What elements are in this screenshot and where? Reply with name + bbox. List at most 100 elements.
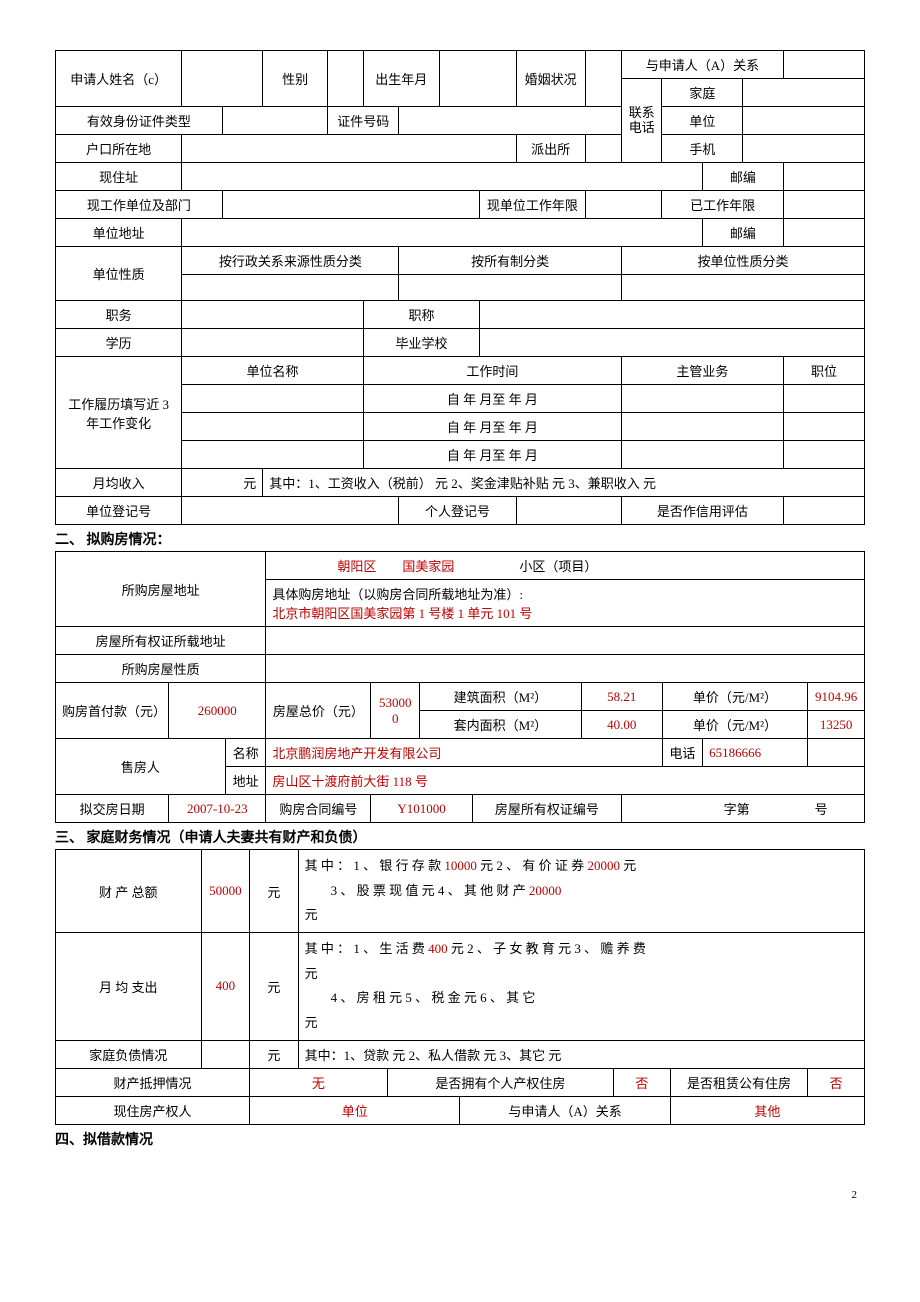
downpay-value: 260000: [169, 683, 266, 739]
resume-row1-name: [182, 385, 363, 413]
finance-table: 财 产 总额 50000 元 其 中 ： 1 、 银 行 存 款 10000 元…: [55, 849, 865, 1125]
innerarea-value: 40.00: [581, 711, 662, 739]
debt-value: [201, 1040, 250, 1068]
selleraddr-label: 地址: [225, 767, 265, 795]
contract-value: Y101000: [371, 795, 472, 823]
school-value: [480, 329, 865, 357]
relation2-label: 与申请人（A）关系: [460, 1096, 670, 1124]
home-value: [743, 79, 865, 107]
birth-value: [439, 51, 516, 107]
idtype-label: 有效身份证件类型: [56, 107, 223, 135]
edu-label: 学历: [56, 329, 182, 357]
byunit-label: 按单位性质分类: [621, 247, 864, 275]
edu-value: [182, 329, 363, 357]
income-detail: 其中：1、工资收入（税前） 元 2、奖金津贴补贴 元 3、兼职收入 元: [263, 469, 865, 497]
byunit-value: [621, 275, 864, 301]
resume-row1-biz: [621, 385, 783, 413]
house-table: 所购房屋地址 朝阳区 国美家园 小区（项目） 具体购房地址（以购房合同所载地址为…: [55, 551, 865, 823]
zip-label: 邮编: [702, 163, 783, 191]
resume-row1-pos: [783, 385, 864, 413]
resume-label: 工作履历填写近 3 年工作变化: [56, 357, 182, 469]
unit-label: 单位: [662, 107, 743, 135]
income-label: 月均收入: [56, 469, 182, 497]
gender-value: [328, 51, 364, 107]
school-label: 毕业学校: [363, 329, 480, 357]
mobile-label: 手机: [662, 135, 743, 163]
idtype-value: [222, 107, 327, 135]
name-value: [182, 51, 263, 107]
gender-label: 性别: [263, 51, 328, 107]
relation-value: [783, 51, 864, 79]
workunit-label: 现工作单位及部门: [56, 191, 223, 219]
nature-value: [266, 655, 865, 683]
ownhouse-value: 否: [614, 1068, 671, 1096]
contact-label: 联系电话: [621, 79, 661, 163]
contract-label: 购房合同编号: [266, 795, 371, 823]
relation-label: 与申请人（A）关系: [621, 51, 783, 79]
unitregno-label: 单位登记号: [56, 497, 182, 525]
workyears-label: 现单位工作年限: [480, 191, 585, 219]
zip2-value: [783, 219, 864, 247]
unitprice2-label: 单价（元/M²）: [662, 711, 808, 739]
resume-row3-time: 自 年 月至 年 月: [363, 441, 621, 469]
owncertno-value: 字第 号: [622, 795, 865, 823]
mainbiz-label: 主管业务: [621, 357, 783, 385]
selleraddr-value: 房山区十渡府前大街 118 号: [266, 767, 865, 795]
sellertel-label: 电话: [662, 739, 702, 767]
unitnature-label: 单位性质: [56, 247, 182, 301]
byown-value: [399, 275, 622, 301]
personregno-label: 个人登记号: [399, 497, 516, 525]
resume-row2-biz: [621, 413, 783, 441]
byadmin-label: 按行政关系来源性质分类: [182, 247, 399, 275]
nature-label: 所购房屋性质: [56, 655, 266, 683]
credit-label: 是否作信用评估: [621, 497, 783, 525]
pos-label: 职位: [783, 357, 864, 385]
byadmin-value: [182, 275, 399, 301]
section4-title: 四、拟借款情况: [55, 1129, 865, 1149]
page-number: 2: [55, 1189, 865, 1201]
debt-detail: 其中：1、贷款 元 2、私人借款 元 3、其它 元: [298, 1040, 864, 1068]
sellertel-value: 65186666: [703, 739, 808, 767]
title-label: 职称: [363, 301, 480, 329]
marital-value: [585, 51, 621, 107]
debt-unit: 元: [250, 1040, 299, 1068]
resume-row1-time: 自 年 月至 年 月: [363, 385, 621, 413]
ownhouse-label: 是否拥有个人产权住房: [387, 1068, 613, 1096]
totalyears-label: 已工作年限: [662, 191, 783, 219]
totalyears-value: [783, 191, 864, 219]
owncert-value: [266, 627, 865, 655]
total-value: 530000: [371, 683, 420, 739]
detail-addr: 具体购房地址（以购房合同所载地址为准）: 北京市朝阳区国美家园第 1 号楼 1 …: [266, 580, 865, 627]
expense-unit: 元: [250, 933, 299, 1041]
applicant-table: 申请人姓名（c） 性别 出生年月 婚姻状况 与申请人（A）关系 联系电话 家庭 …: [55, 50, 865, 525]
owncert-label: 房屋所有权证所载地址: [56, 627, 266, 655]
resume-row3-biz: [621, 441, 783, 469]
sellertel-blank: [808, 739, 865, 767]
mortgage-label: 财产抵押情况: [56, 1068, 250, 1096]
downpay-label: 购房首付款（元）: [56, 683, 169, 739]
expense-value: 400: [201, 933, 250, 1041]
unitaddr-value: [182, 219, 703, 247]
debt-label: 家庭负债情况: [56, 1040, 202, 1068]
zip2-label: 邮编: [702, 219, 783, 247]
hukou-value: [182, 135, 516, 163]
resume-row3-pos: [783, 441, 864, 469]
resume-row2-time: 自 年 月至 年 月: [363, 413, 621, 441]
title-value: [480, 301, 865, 329]
unitname-label: 单位名称: [182, 357, 363, 385]
home-label: 家庭: [662, 79, 743, 107]
assets-value: 50000: [201, 850, 250, 933]
byown-label: 按所有制分类: [399, 247, 622, 275]
unitprice2-value: 13250: [808, 711, 865, 739]
buildarea-label: 建筑面积（M²）: [420, 683, 582, 711]
worktime-label: 工作时间: [363, 357, 621, 385]
curowner-value: 单位: [250, 1096, 460, 1124]
section2-title: 二、 拟购房情况：: [55, 529, 865, 549]
assets-detail: 其 中 ： 1 、 银 行 存 款 10000 元 2 、 有 价 证 券 20…: [298, 850, 864, 933]
unitaddr-label: 单位地址: [56, 219, 182, 247]
resume-row2-name: [182, 413, 363, 441]
mobile-value: [743, 135, 865, 163]
unitregno-value: [182, 497, 399, 525]
sellername-value: 北京鹏润房地产开发有限公司: [266, 739, 662, 767]
income-unit: 元: [182, 469, 263, 497]
